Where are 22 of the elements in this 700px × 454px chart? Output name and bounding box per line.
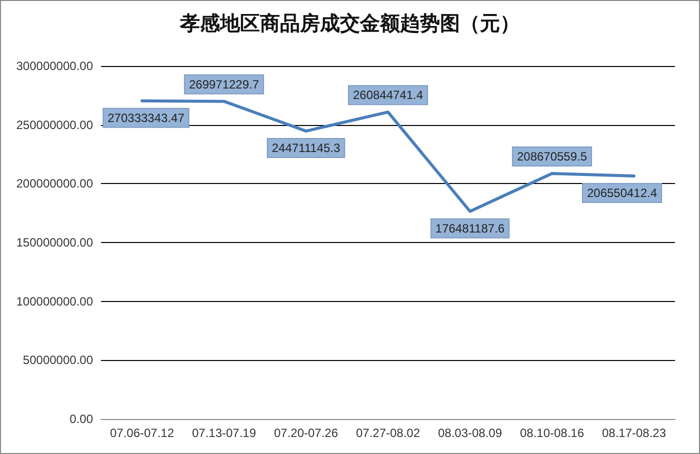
y-tick-label: 300000000.00 xyxy=(16,59,94,73)
chart-title: 孝感地区商品房成交金额趋势图（元） xyxy=(179,12,520,35)
y-tick-label: 200000000.00 xyxy=(16,176,94,191)
data-label: 244711145.3 xyxy=(272,141,340,156)
y-tick-label: 150000000.00 xyxy=(16,236,94,250)
y-tick-label: 100000000.00 xyxy=(16,294,94,308)
data-label: 260844741.4 xyxy=(352,88,424,102)
y-tick-label: 250000000.00 xyxy=(16,118,94,132)
x-tick-label: 08.17-08.23 xyxy=(602,426,666,440)
x-tick-label: 08.03-08.09 xyxy=(438,426,502,440)
data-label: 270333343.47 xyxy=(108,110,185,125)
data-label: 176481187.6 xyxy=(435,221,505,236)
y-tick-label: 50000000.00 xyxy=(22,353,94,368)
x-tick-label: 08.10-08.16 xyxy=(520,426,584,440)
data-label: 206550412.4 xyxy=(586,186,658,200)
data-label: 208670559.5 xyxy=(516,149,588,164)
x-tick-label: 07.27-08.02 xyxy=(356,426,420,440)
data-label: 269971229.7 xyxy=(188,77,260,92)
x-tick-label: 07.13-07.19 xyxy=(192,426,256,440)
x-tick-label: 07.06-07.12 xyxy=(110,426,174,440)
y-tick-label: 0.00 xyxy=(70,412,94,426)
x-tick-label: 07.20-07.26 xyxy=(274,426,338,440)
